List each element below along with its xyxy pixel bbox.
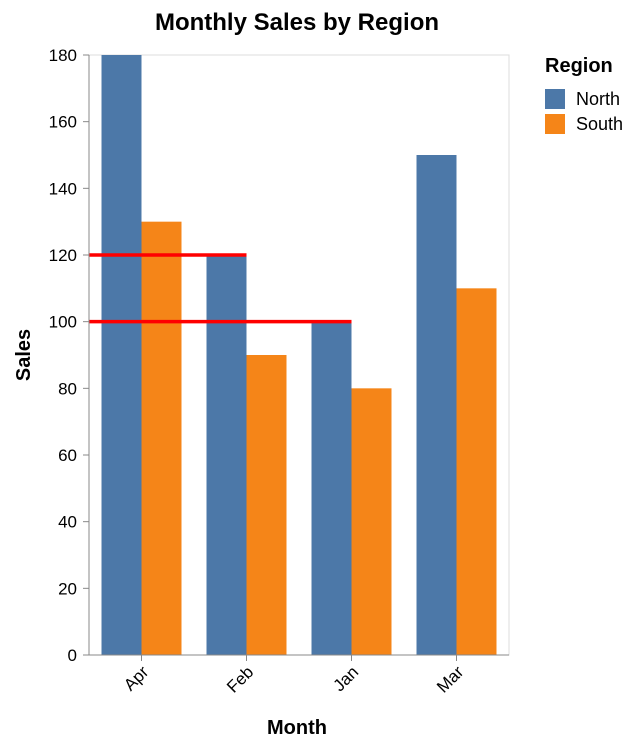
y-tick-label-120: 120 [49, 246, 77, 265]
plot-area: 0 20 40 60 80 100 120 140 160 180 Apr Feb Jan Mar [49, 46, 510, 697]
x-axis-title: Month [267, 717, 327, 739]
y-tick-label-60: 60 [58, 446, 77, 465]
bar-south-mar [456, 288, 497, 655]
y-tick-label-180: 180 [49, 46, 77, 65]
y-tick-label-0: 0 [68, 646, 77, 665]
legend-swatch-south [545, 114, 565, 134]
legend-label-south: South [576, 114, 623, 134]
y-tick-label-100: 100 [49, 313, 77, 332]
y-axis-title: Sales [13, 329, 35, 381]
y-tick-label-140: 140 [49, 179, 77, 198]
legend-swatch-north [545, 89, 565, 109]
y-tick-label-80: 80 [58, 379, 77, 398]
y-tick-label-40: 40 [58, 513, 77, 532]
bar-south-apr [141, 221, 182, 655]
legend-label-north: North [576, 89, 620, 109]
bar-north-jan [311, 321, 352, 655]
bar-north-apr [101, 55, 142, 655]
bar-north-mar [416, 155, 457, 655]
x-tick-label-jan: Jan [330, 662, 363, 695]
bar-south-feb [246, 355, 287, 655]
x-tick-label-apr: Apr [120, 662, 152, 694]
chart-title: Monthly Sales by Region [155, 9, 439, 36]
legend-title: Region [545, 55, 613, 77]
bar-south-jan [351, 388, 392, 655]
legend: Region North South [545, 55, 623, 134]
x-tick-label-mar: Mar [433, 662, 467, 696]
y-tick-label-20: 20 [58, 579, 77, 598]
x-tick-label-feb: Feb [223, 662, 257, 696]
y-tick-label-160: 160 [49, 113, 77, 132]
bar-north-feb [206, 255, 247, 655]
